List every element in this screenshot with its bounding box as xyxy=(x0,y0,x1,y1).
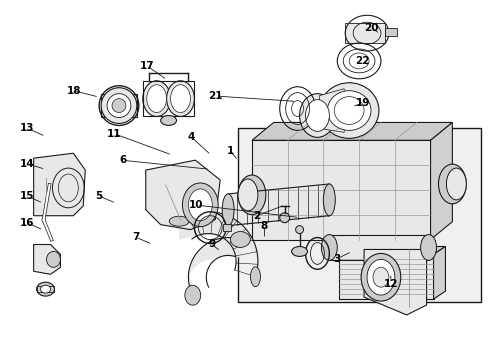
Bar xyxy=(101,94,137,117)
Ellipse shape xyxy=(143,81,171,117)
Ellipse shape xyxy=(182,183,218,227)
Polygon shape xyxy=(431,122,452,239)
Text: 10: 10 xyxy=(189,200,204,210)
Ellipse shape xyxy=(327,91,371,130)
Bar xyxy=(223,224,231,231)
Ellipse shape xyxy=(420,235,437,260)
Ellipse shape xyxy=(47,251,60,267)
Text: 11: 11 xyxy=(106,129,121,139)
Ellipse shape xyxy=(101,88,137,123)
Bar xyxy=(143,81,195,117)
Text: 6: 6 xyxy=(120,156,127,165)
Polygon shape xyxy=(146,160,220,230)
Polygon shape xyxy=(434,247,445,299)
Text: 2: 2 xyxy=(253,211,261,221)
Ellipse shape xyxy=(189,189,212,221)
Ellipse shape xyxy=(306,100,329,131)
Text: 22: 22 xyxy=(355,57,370,66)
Text: 20: 20 xyxy=(364,23,379,33)
Ellipse shape xyxy=(361,253,401,301)
Polygon shape xyxy=(34,153,85,216)
Polygon shape xyxy=(252,122,452,140)
Ellipse shape xyxy=(439,164,466,204)
Bar xyxy=(329,235,429,260)
Ellipse shape xyxy=(238,179,258,211)
Ellipse shape xyxy=(171,85,191,113)
Text: 18: 18 xyxy=(67,86,81,96)
Ellipse shape xyxy=(319,83,379,138)
Ellipse shape xyxy=(295,226,303,234)
Polygon shape xyxy=(345,23,385,43)
Ellipse shape xyxy=(41,285,50,293)
Ellipse shape xyxy=(107,94,131,117)
Ellipse shape xyxy=(169,216,189,226)
Text: 1: 1 xyxy=(227,147,234,157)
Text: 8: 8 xyxy=(261,221,268,231)
Text: 16: 16 xyxy=(20,218,34,228)
Polygon shape xyxy=(34,244,60,274)
Ellipse shape xyxy=(446,168,466,200)
Bar xyxy=(339,255,434,299)
Ellipse shape xyxy=(161,116,176,125)
Ellipse shape xyxy=(299,94,335,137)
Text: 4: 4 xyxy=(188,132,195,142)
Ellipse shape xyxy=(37,282,54,296)
Polygon shape xyxy=(339,247,445,255)
Text: 17: 17 xyxy=(140,61,154,71)
Ellipse shape xyxy=(147,85,167,113)
Text: 15: 15 xyxy=(20,191,34,201)
Text: 14: 14 xyxy=(20,159,34,169)
Text: 7: 7 xyxy=(132,232,139,242)
Ellipse shape xyxy=(321,235,337,260)
Ellipse shape xyxy=(250,267,260,287)
Ellipse shape xyxy=(230,231,250,247)
Text: 13: 13 xyxy=(20,123,34,133)
Text: 3: 3 xyxy=(334,253,341,264)
Text: 12: 12 xyxy=(384,279,398,289)
Bar xyxy=(238,129,481,302)
Polygon shape xyxy=(252,140,431,239)
Text: 9: 9 xyxy=(208,239,216,249)
Ellipse shape xyxy=(238,175,266,215)
Text: 21: 21 xyxy=(209,91,223,101)
Ellipse shape xyxy=(167,81,195,117)
Ellipse shape xyxy=(222,194,234,226)
Ellipse shape xyxy=(112,99,126,113)
Polygon shape xyxy=(364,249,427,315)
Ellipse shape xyxy=(373,267,389,287)
Ellipse shape xyxy=(292,247,308,256)
Text: 5: 5 xyxy=(96,191,103,201)
Text: 19: 19 xyxy=(355,98,370,108)
Bar xyxy=(37,286,54,292)
Ellipse shape xyxy=(367,260,395,295)
Ellipse shape xyxy=(185,285,201,305)
Polygon shape xyxy=(319,89,344,132)
Ellipse shape xyxy=(323,184,335,216)
Bar xyxy=(385,28,397,36)
Ellipse shape xyxy=(280,213,290,223)
